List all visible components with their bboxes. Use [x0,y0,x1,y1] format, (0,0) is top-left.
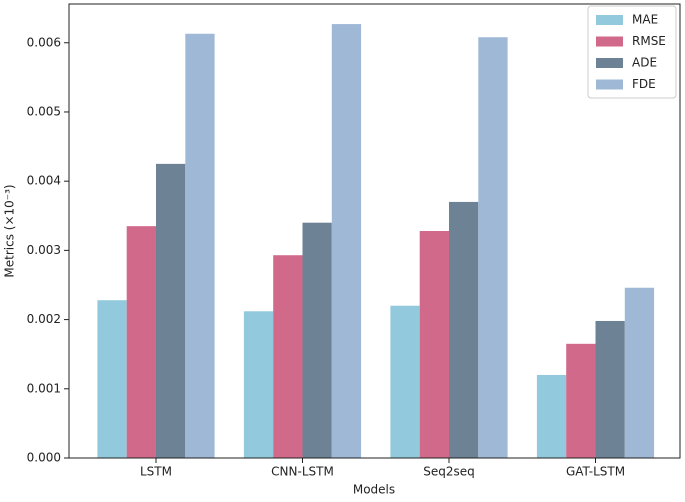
legend-swatch [596,79,623,90]
bar [97,300,127,458]
x-tick-label: CNN-LSTM [271,465,334,479]
y-tick-label: 0.001 [27,381,61,395]
legend-swatch [596,36,623,47]
legend-label: ADE [632,56,657,70]
bar [273,255,303,458]
y-tick-label: 0.004 [27,174,61,188]
bar [156,163,186,458]
bar [419,231,449,458]
legend-label: MAE [632,13,658,27]
legend-box [587,5,677,99]
bar [449,201,479,458]
bar [185,33,215,458]
x-tick-label: GAT-LSTM [566,465,625,479]
legend-swatch [596,58,623,68]
x-tick-label: Seq2seq [423,465,475,479]
x-axis-label: Models [353,483,395,497]
x-tick-label: LSTM [140,465,172,479]
y-tick-label: 0.002 [27,312,61,326]
bar [302,222,332,458]
bar [478,37,508,458]
bar [624,287,655,458]
legend-swatch [596,15,623,25]
y-tick-label: 0.005 [27,104,61,118]
plot-frame [68,3,681,459]
bar [566,343,596,458]
bar [243,311,274,458]
y-axis-label: Metrics (×10⁻³) [3,184,17,277]
legend-label: RMSE [632,34,666,48]
legend-label: FDE [632,77,656,91]
bar [126,226,156,458]
bar [536,374,567,458]
bar [331,24,362,458]
y-tick-label: 0.000 [27,451,61,465]
y-tick-label: 0.003 [27,243,61,257]
bar [390,305,420,458]
y-tick-label: 0.006 [27,35,61,49]
bar [595,320,625,458]
